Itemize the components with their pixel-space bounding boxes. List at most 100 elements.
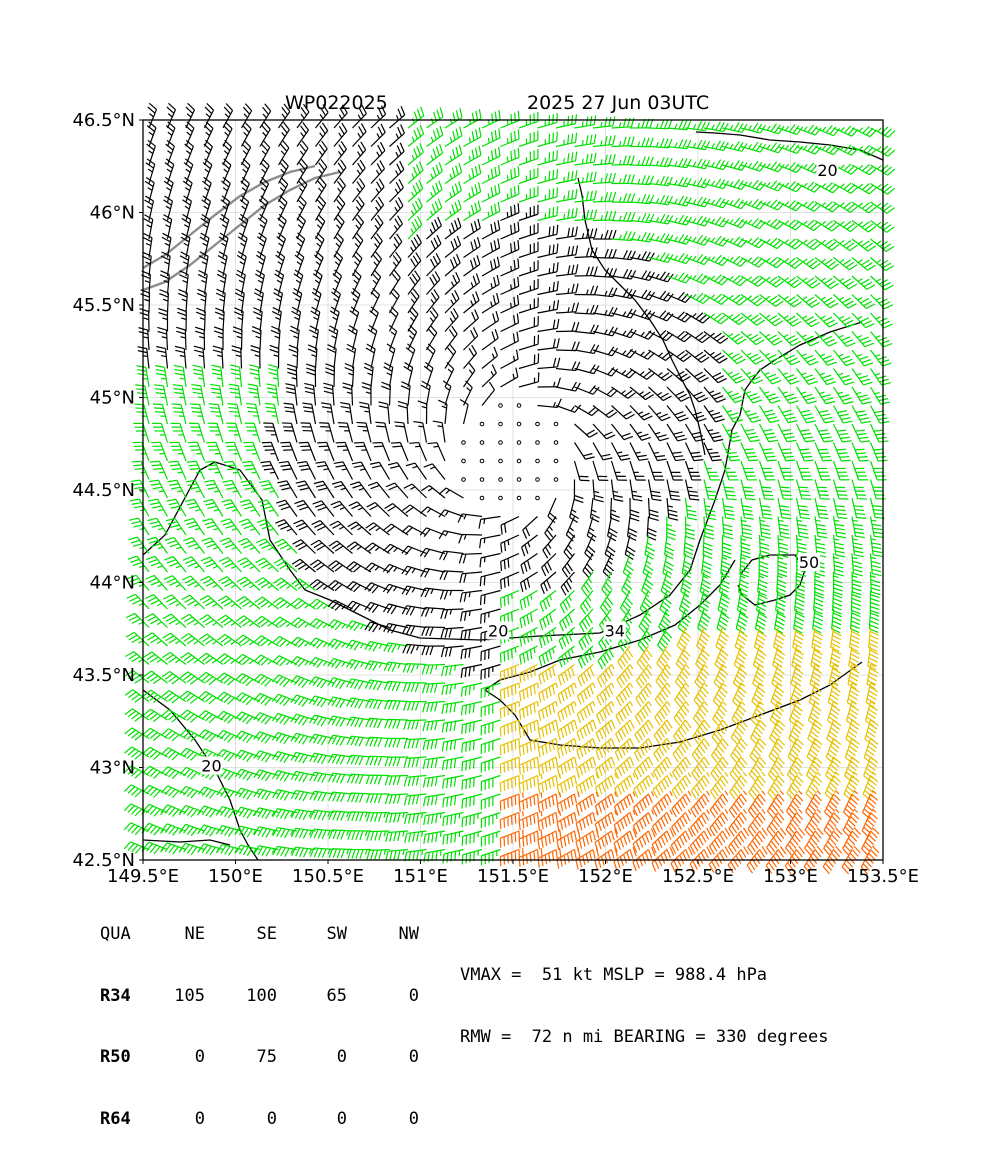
barb-full-feather [609, 412, 617, 417]
barb-half-feather [802, 335, 807, 337]
barb-full-feather [320, 126, 325, 134]
barb-full-feather [741, 543, 750, 546]
barb-full-feather [294, 501, 303, 504]
wind-barb [760, 517, 772, 539]
barb-full-feather [287, 372, 296, 375]
barb-full-feather [522, 547, 525, 556]
barb-full-feather [806, 297, 814, 302]
barb-full-feather [712, 460, 721, 461]
barb-full-feather [697, 375, 705, 380]
barb-full-feather [275, 539, 284, 543]
barb-full-feather [723, 524, 732, 526]
wind-barb [778, 313, 801, 326]
barb-half-feather [377, 133, 379, 138]
barb-full-feather [155, 366, 164, 368]
barb-full-feather [729, 413, 738, 416]
barb-half-feather [281, 169, 285, 173]
barb-full-feather [298, 545, 306, 549]
barb-full-feather [705, 536, 714, 539]
barb-full-feather [565, 566, 570, 574]
barb-full-feather [479, 127, 481, 136]
wind-barb [593, 480, 604, 502]
barb-half-feather [242, 188, 246, 191]
barb-half-feather [488, 193, 489, 198]
barb-full-feather [625, 390, 633, 396]
barb-full-feather [728, 433, 737, 435]
barb-shaft [250, 481, 260, 498]
barb-half-feather [195, 547, 200, 549]
barb-half-feather [693, 181, 696, 186]
barb-shaft [556, 180, 576, 184]
barb-full-feather [375, 422, 384, 423]
barb-full-feather [266, 384, 275, 386]
barb-full-feather [650, 253, 655, 261]
wind-barb [556, 283, 578, 294]
barb-full-feather [805, 441, 814, 442]
barb-half-feather [582, 177, 583, 182]
barb-full-feather [562, 569, 567, 577]
barb-shaft [575, 313, 595, 314]
barb-full-feather [357, 181, 362, 189]
wind-barb [501, 554, 519, 571]
barb-full-feather [807, 359, 816, 363]
barb-full-feather [853, 547, 862, 549]
barb-full-feather [631, 118, 633, 127]
barb-half-feather [298, 225, 302, 228]
barb-full-feather [787, 316, 795, 321]
barb-full-feather [261, 484, 270, 486]
barb-full-feather [368, 482, 377, 485]
barb-full-feather [623, 250, 627, 259]
barb-full-feather [475, 221, 477, 230]
barb-full-feather [455, 290, 459, 298]
barb-half-feather [257, 318, 262, 320]
barb-half-feather [282, 132, 285, 136]
barb-full-feather [208, 487, 217, 489]
barb-full-feather [412, 274, 417, 282]
barb-full-feather [431, 293, 436, 301]
barb-half-feather [450, 174, 452, 179]
wind-barb [381, 382, 390, 405]
barb-full-feather [432, 222, 436, 231]
barb-full-feather [362, 387, 371, 390]
barb-shaft [251, 461, 260, 479]
barb-shaft [364, 442, 371, 461]
barb-full-feather [874, 430, 883, 431]
wind-barb [852, 443, 869, 461]
barb-full-feather [855, 510, 864, 511]
barb-full-feather [301, 126, 307, 134]
barb-shaft [649, 443, 658, 461]
barb-half-feather [586, 309, 588, 314]
barb-full-feather [257, 519, 266, 522]
barb-full-feather [765, 499, 774, 500]
barb-full-feather [794, 302, 802, 307]
barb-full-feather [388, 463, 397, 465]
barb-half-feather [801, 392, 806, 394]
barb-full-feather [557, 188, 558, 197]
barb-full-feather [785, 394, 794, 397]
barb-full-feather [133, 525, 142, 527]
barb-full-feather [479, 146, 481, 155]
wind-barb [304, 383, 315, 405]
barb-shaft [314, 386, 316, 406]
barb-full-feather [726, 518, 735, 520]
barb-full-feather [737, 359, 745, 364]
calm-wind-marker [499, 496, 503, 500]
wind-barb [760, 535, 770, 558]
wind-barb [259, 481, 278, 498]
wind-barb [834, 498, 848, 518]
barb-full-feather [394, 237, 399, 245]
barb-half-feather [785, 258, 789, 261]
barb-full-feather [804, 375, 813, 378]
barb-full-feather [189, 506, 198, 508]
barb-half-feather [767, 164, 770, 168]
barb-shaft [337, 541, 353, 554]
wind-barb [741, 424, 760, 442]
barb-shaft [538, 178, 557, 183]
wind-barb [630, 461, 646, 480]
barb-full-feather [768, 355, 777, 359]
barb-shaft [519, 270, 538, 276]
barb-half-feather [674, 275, 677, 279]
wind-barb [778, 461, 794, 480]
barb-full-feather [609, 154, 611, 163]
barb-full-feather [353, 485, 362, 488]
